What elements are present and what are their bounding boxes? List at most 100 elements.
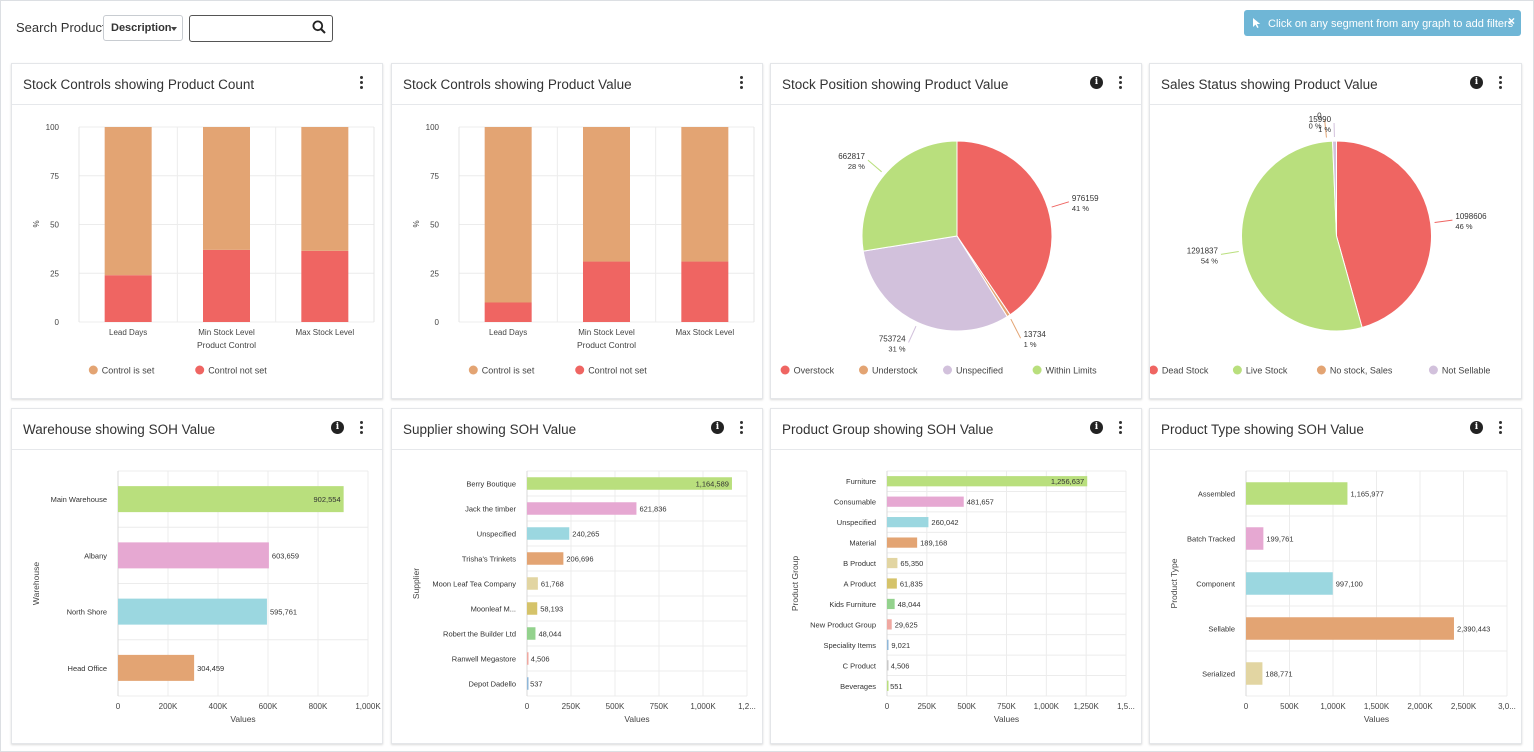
legend-item: Overstock — [794, 366, 835, 376]
y-tick-label: 0 — [55, 318, 60, 327]
bar-material — [887, 537, 918, 548]
bar-value-label: 9,021 — [891, 641, 910, 650]
bar-head-office — [118, 654, 195, 681]
card-title: Stock Controls showing Product Count — [23, 77, 255, 92]
x-tick-label: 800K — [309, 702, 328, 711]
y-tick-label: Material — [849, 539, 876, 548]
x-tick-label: 750K — [650, 702, 669, 711]
more-options-icon[interactable] — [740, 421, 744, 435]
info-icon[interactable]: i — [711, 421, 724, 434]
bar-value-label: 2,390,443 — [1457, 625, 1490, 634]
bar-control-is-set — [583, 127, 630, 262]
y-tick-label: Trisha's Trinkets — [462, 555, 516, 564]
card-header: Product Type showing SOH Value i — [1150, 409, 1521, 450]
bar-value-label: 4,506 — [531, 655, 550, 664]
slice-value-label: 662817 — [838, 152, 865, 161]
card-title: Supplier showing SOH Value — [403, 422, 577, 437]
card-header: Product Group showing SOH Value i — [771, 409, 1141, 450]
x-tick-label: 600K — [259, 702, 278, 711]
x-tick-label: Min Stock Level — [198, 328, 255, 337]
search-product-label: Search Product — [16, 20, 106, 35]
search-icon[interactable] — [312, 20, 328, 36]
y-tick-label: 100 — [46, 123, 60, 132]
more-options-icon[interactable] — [1119, 76, 1123, 90]
search-input[interactable] — [189, 15, 333, 42]
slice-percent-label: 46 % — [1455, 222, 1472, 231]
chart-canvas: 0 250K 500K 750K 1,000K 1,2... Berry Boutique 1… — [411, 470, 756, 724]
chevron-down-icon — [171, 27, 177, 31]
legend-item: No stock, Sales — [1330, 366, 1393, 376]
bar-ranwell-megastore — [527, 652, 529, 665]
chart-card-stock-controls-showing-product-count: Stock Controls showing Product Count 0 25… — [11, 63, 383, 399]
y-tick-label: Furniture — [846, 477, 876, 486]
chart-card-stock-position-showing-product-value: Stock Position showing Product Value i 9… — [770, 63, 1142, 399]
x-axis-title: Values — [994, 714, 1019, 724]
more-options-icon[interactable] — [360, 76, 364, 90]
legend-swatch — [468, 365, 478, 375]
bar-control-is-set — [203, 127, 250, 250]
bar-value-label: 240,265 — [572, 530, 599, 539]
y-tick-label: Batch Tracked — [1187, 535, 1235, 544]
close-icon[interactable]: × — [1507, 14, 1515, 28]
bar-control-not-set — [203, 249, 250, 322]
bar-moonleaf-m — [527, 602, 538, 615]
y-tick-label: Main Warehouse — [51, 495, 107, 504]
slice-value-label: 1291837 — [1187, 246, 1219, 255]
info-icon[interactable]: i — [331, 421, 344, 434]
y-tick-label: 75 — [50, 172, 59, 181]
more-options-icon[interactable] — [740, 76, 744, 90]
chart-canvas: 0 200K 400K 600K 800K 1,000K Main Warehouse 902… — [31, 470, 381, 724]
chart-canvas: 0 500K 1,000K 1,500K 2,000K 2,500K 3,0... Assem… — [1169, 470, 1516, 724]
bar-value-label: 481,657 — [967, 498, 994, 507]
bar-speciality-items — [887, 639, 889, 650]
info-icon[interactable]: i — [1470, 76, 1483, 89]
search-field-select[interactable]: Description — [103, 15, 183, 41]
bar-sellable — [1246, 617, 1454, 640]
y-tick-label: Kids Furniture — [829, 600, 876, 609]
cursor-icon — [1252, 17, 1262, 32]
slice-value-label: 0 — [1317, 112, 1322, 121]
bar-moon-leaf-tea-company — [527, 577, 538, 590]
y-tick-label: 50 — [430, 221, 439, 230]
slice-value-label: 1098606 — [1455, 212, 1487, 221]
y-tick-label: Sellable — [1208, 625, 1235, 634]
bar-unspecified — [527, 527, 570, 540]
slice-value-label: 976159 — [1072, 194, 1099, 203]
y-tick-label: 25 — [50, 269, 59, 278]
x-axis-title: Values — [624, 714, 649, 724]
x-axis-title: Values — [1364, 714, 1389, 724]
bar-control-is-set — [301, 127, 349, 251]
y-tick-label: 0 — [435, 318, 440, 327]
bar-control-not-set — [104, 275, 152, 322]
leader-line — [1324, 119, 1327, 138]
x-tick-label: Lead Days — [489, 328, 527, 337]
bar-value-label: 58,193 — [540, 605, 563, 614]
chart-canvas: 0 250K 500K 750K 1,000K 1,250K 1,5... Furniture… — [790, 470, 1135, 724]
info-icon[interactable]: i — [1090, 76, 1103, 89]
info-icon[interactable]: i — [1470, 421, 1483, 434]
card-header: Warehouse showing SOH Value i — [12, 409, 382, 450]
y-tick-label: 100 — [426, 123, 440, 132]
bar-value-label: 621,836 — [639, 505, 666, 514]
leader-line — [908, 325, 917, 343]
bar-trisha-s-trinkets — [527, 552, 564, 565]
info-icon[interactable]: i — [1090, 421, 1103, 434]
more-options-icon[interactable] — [1119, 421, 1123, 435]
bar-value-label: 189,168 — [920, 539, 947, 548]
x-tick-label: 750K — [997, 702, 1016, 711]
more-options-icon[interactable] — [1499, 421, 1503, 435]
pie-slice-within-limits — [861, 140, 958, 252]
more-options-icon[interactable] — [360, 421, 364, 435]
pie-slice-dead-stock — [1336, 140, 1432, 329]
x-tick-label: 500K — [1280, 702, 1299, 711]
bar-value-label: 595,761 — [270, 608, 297, 617]
leader-line — [1434, 219, 1453, 224]
y-tick-label: Robert the Builder Ltd — [443, 630, 516, 639]
bar-serialized — [1246, 662, 1263, 685]
bar-main-warehouse — [118, 486, 344, 513]
y-tick-label: Albany — [84, 551, 107, 560]
y-axis-title: % — [32, 220, 41, 227]
legend-swatch — [780, 365, 790, 375]
bar-consumable — [887, 496, 964, 507]
more-options-icon[interactable] — [1499, 76, 1503, 90]
